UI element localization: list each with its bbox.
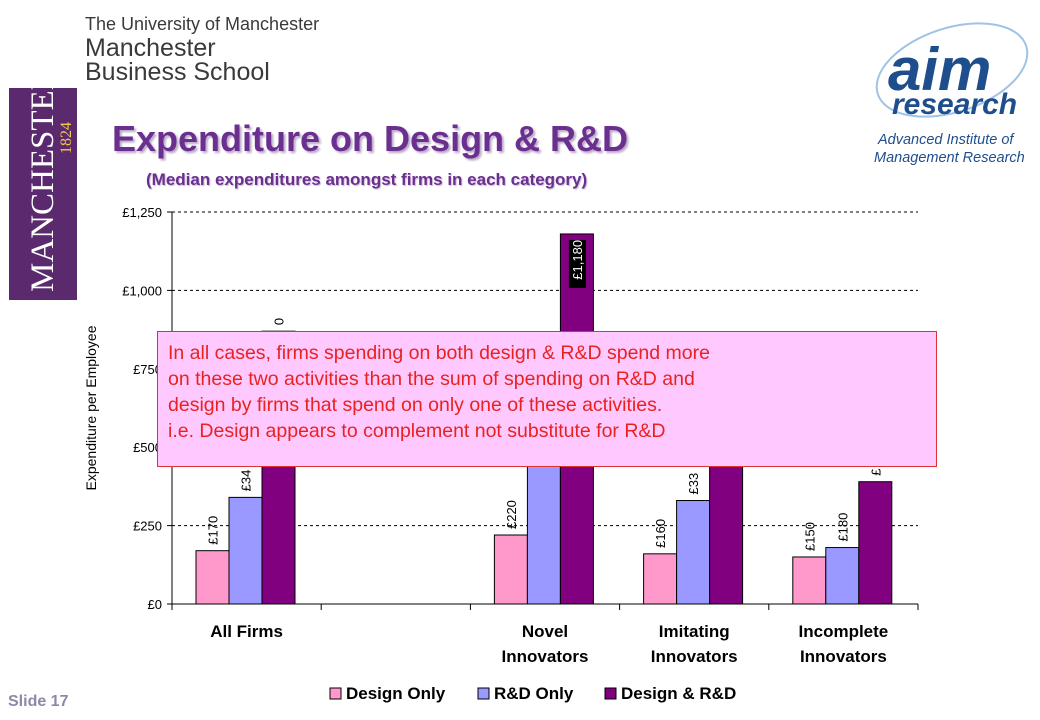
- annotation-callout: In all cases, firms spending on both des…: [157, 331, 937, 467]
- bar: [643, 553, 678, 605]
- data-label: £150: [802, 522, 817, 551]
- legend-swatch: [604, 687, 617, 700]
- legend-label: Design & R&D: [621, 684, 736, 703]
- legend-swatch: [329, 687, 342, 700]
- school-name-line1: Manchester: [85, 34, 216, 62]
- aim-full-name-line2: Management Research: [874, 150, 1025, 166]
- data-label: £220: [504, 500, 519, 529]
- y-tick-label: £1,250: [122, 205, 162, 220]
- aim-word: aim: [888, 36, 991, 103]
- x-category-label: Innovators: [800, 647, 887, 666]
- bar: [676, 500, 711, 605]
- research-word: research: [892, 88, 1017, 121]
- y-tick-label: £1,000: [122, 283, 162, 298]
- crest-year-text: 1824: [58, 122, 75, 154]
- data-label-bg: [568, 239, 586, 288]
- y-tick-label: £0: [148, 597, 162, 612]
- data-label: £1,180: [570, 240, 585, 280]
- data-label: £180: [835, 513, 850, 542]
- annotation-line-1: In all cases, firms spending on both des…: [168, 342, 710, 364]
- x-category-label: Innovators: [502, 647, 589, 666]
- bar: [493, 534, 528, 605]
- annotation-line-3: design by firms that spend on only one o…: [168, 394, 663, 416]
- legend-swatch: [477, 687, 490, 700]
- bar: [825, 547, 860, 605]
- data-label: 0: [272, 318, 287, 325]
- x-category-label: All Firms: [210, 622, 283, 641]
- data-label: £160: [653, 519, 668, 548]
- aim-research-logo: aim research Advanced Institute of Manag…: [874, 22, 1029, 166]
- x-category-label: Novel: [522, 622, 568, 641]
- legend-label: R&D Only: [494, 684, 574, 703]
- aim-full-name-line1: Advanced Institute of: [877, 132, 1015, 148]
- x-category-label: Incomplete: [799, 622, 889, 641]
- data-label: £34: [239, 470, 254, 492]
- y-tick-label: £500: [133, 440, 162, 455]
- y-tick-label: £250: [133, 519, 162, 534]
- bar: [526, 446, 561, 605]
- y-axis-label: Expenditure per Employee: [83, 325, 99, 490]
- legend-label: Design Only: [346, 684, 446, 703]
- chart-subtitle: (Median expenditures amongst firms in ea…: [146, 170, 588, 189]
- x-category-label: Imitating: [659, 622, 730, 641]
- data-label: £33: [686, 473, 701, 495]
- crest-text-graphic: MANCHESTER 1824: [25, 68, 75, 292]
- y-tick-label: £750: [133, 362, 162, 377]
- school-name-line2: Business School: [85, 58, 270, 86]
- x-category-label: Innovators: [651, 647, 738, 666]
- annotation-line-2: on these two activities than the sum of …: [168, 368, 695, 390]
- university-name: The University of Manchester: [85, 14, 320, 34]
- slide-number: Slide 17: [8, 693, 69, 710]
- bar: [792, 556, 827, 605]
- chart-title: Expenditure on Design & R&D: [112, 118, 629, 159]
- crest-name-text: MANCHESTER: [25, 88, 61, 292]
- bar: [858, 481, 893, 605]
- data-label: £: [868, 468, 883, 476]
- annotation-line-4: i.e. Design appears to complement not su…: [168, 420, 666, 442]
- bar: [228, 496, 263, 605]
- data-label: £170: [206, 516, 221, 545]
- logo-orbit: [875, 22, 1029, 118]
- manchester-crest-logo: MANCHESTER 1824: [9, 68, 77, 300]
- bar: [195, 550, 230, 605]
